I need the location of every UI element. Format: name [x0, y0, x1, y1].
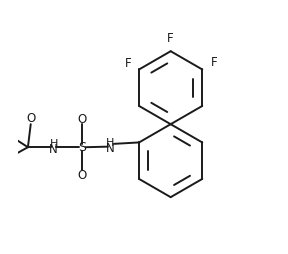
Text: H: H — [50, 139, 58, 149]
Text: N: N — [105, 142, 114, 155]
Text: O: O — [77, 113, 87, 126]
Text: O: O — [26, 112, 35, 125]
Text: S: S — [78, 141, 86, 154]
Text: N: N — [49, 143, 58, 156]
Text: F: F — [125, 57, 131, 70]
Text: F: F — [211, 56, 218, 69]
Text: F: F — [167, 32, 174, 45]
Text: H: H — [106, 138, 114, 148]
Text: O: O — [77, 169, 87, 182]
